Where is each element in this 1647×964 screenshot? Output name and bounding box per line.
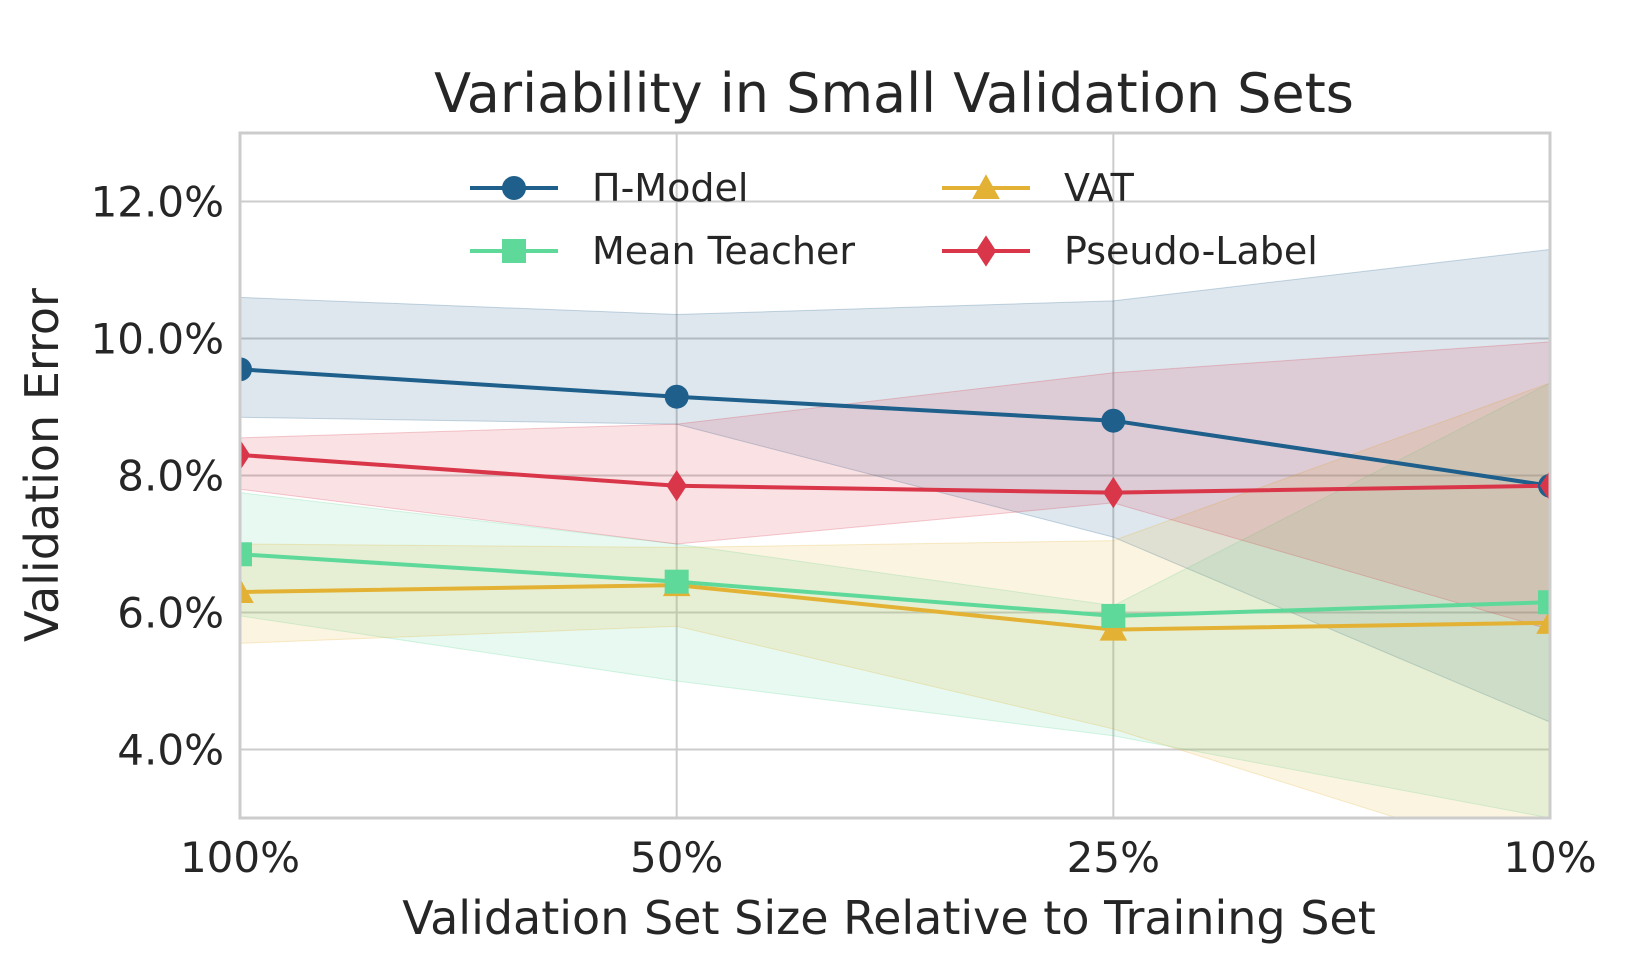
- data-point: [502, 176, 526, 200]
- data-point: [1538, 590, 1550, 615]
- data-point: [1101, 408, 1126, 433]
- data-point: [664, 569, 689, 594]
- plot-area: 4.0% 6.0% 8.0% 10.0% 12.0% 100% 50% 25% 10%: [91, 131, 1597, 882]
- y-axis-label: Validation Error: [15, 288, 69, 642]
- data-point: [1539, 470, 1550, 502]
- legend-label: VAT: [1064, 166, 1135, 210]
- series-layer: [240, 248, 1550, 818]
- series-line: [240, 367, 1550, 488]
- x-tick-label: 50%: [630, 833, 723, 882]
- x-tick-label: 25%: [1067, 833, 1160, 882]
- x-tick-label: 10%: [1503, 833, 1596, 882]
- confidence-band: [240, 341, 1550, 631]
- legend-label: Mean Teacher: [592, 229, 855, 273]
- data-point: [502, 239, 526, 263]
- data-point: [240, 439, 251, 471]
- data-point: [975, 235, 997, 267]
- data-point: [1101, 603, 1126, 628]
- data-point: [240, 357, 252, 382]
- data-point: [1103, 477, 1124, 509]
- legend-label: Π-Model: [592, 166, 748, 210]
- legend-item: Π-Model: [470, 166, 748, 210]
- x-tick-label: 100%: [180, 833, 300, 882]
- data-point: [240, 578, 254, 603]
- legend-item: Pseudo-Label: [942, 229, 1318, 273]
- legend-item: Mean Teacher: [470, 229, 855, 273]
- y-tick-label: 10.0%: [91, 315, 224, 364]
- series-line: [240, 583, 1550, 632]
- y-tick-label: 12.0%: [91, 178, 224, 227]
- series-line: [240, 552, 1550, 618]
- data-point: [240, 542, 252, 567]
- x-axis-label: Validation Set Size Relative to Training…: [402, 891, 1376, 945]
- y-tick-label: 8.0%: [117, 452, 224, 501]
- legend-label: Pseudo-Label: [1064, 229, 1318, 273]
- chart-title: Variability in Small Validation Sets: [434, 62, 1354, 125]
- data-point: [666, 470, 687, 502]
- y-tick-label: 6.0%: [117, 589, 224, 638]
- legend: Π-Model Mean Teacher VAT Pseudo-Label: [470, 166, 1318, 273]
- y-tick-label: 4.0%: [117, 726, 224, 775]
- legend-item: VAT: [942, 166, 1135, 210]
- confidence-band: [240, 248, 1550, 723]
- data-point: [664, 384, 689, 409]
- plot-frame: [238, 131, 1552, 820]
- data-point: [1536, 608, 1550, 634]
- data-point: [1099, 615, 1128, 641]
- data-point: [972, 174, 1000, 200]
- series-line: [240, 452, 1550, 495]
